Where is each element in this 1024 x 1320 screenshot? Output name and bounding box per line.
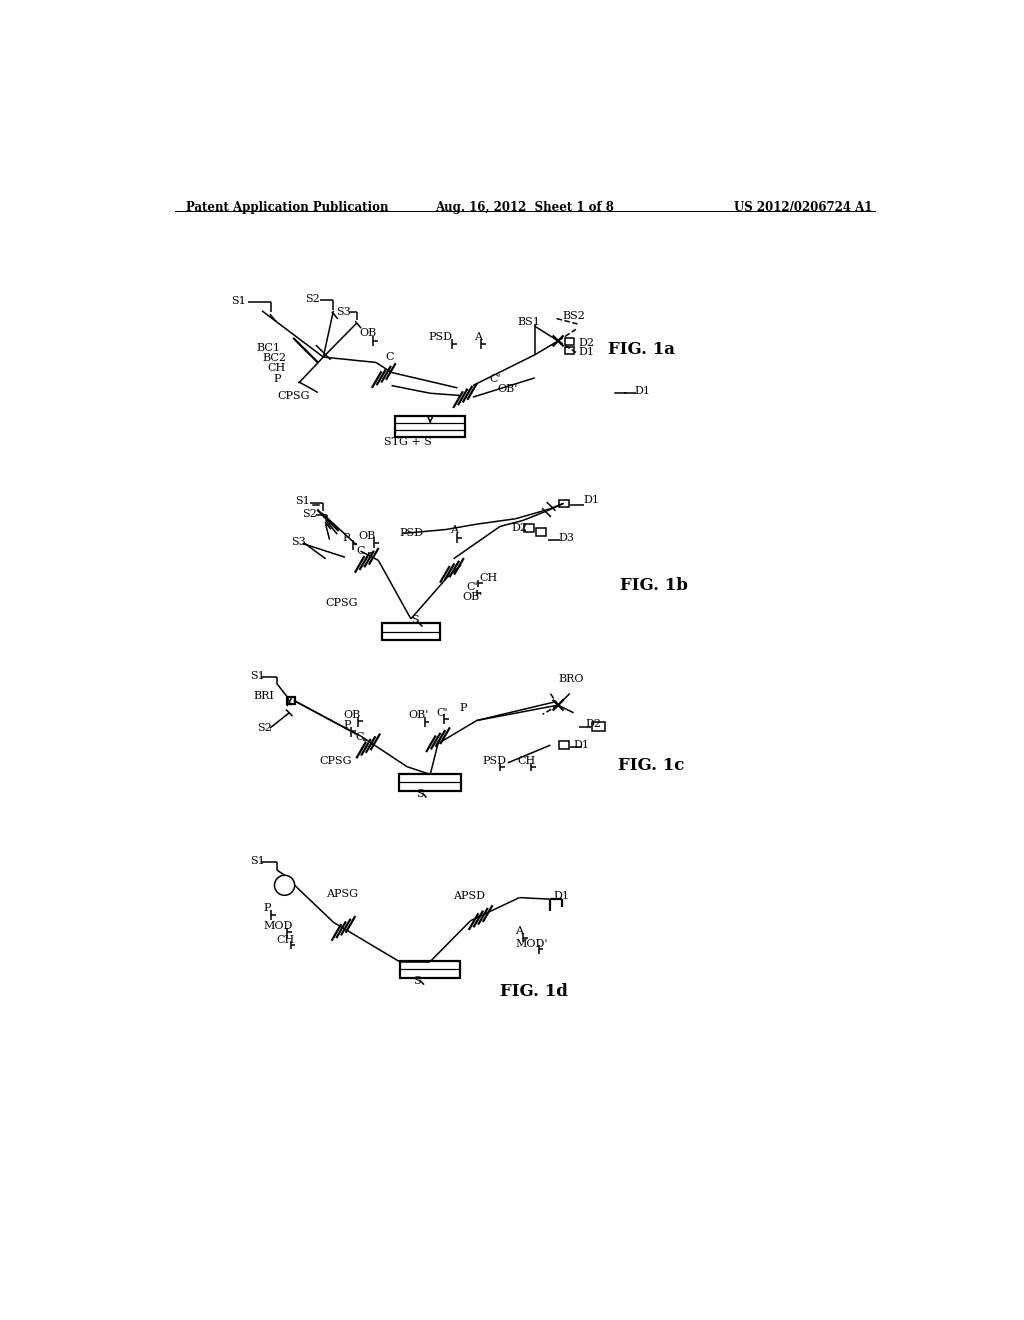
Text: FIG. 1a: FIG. 1a xyxy=(608,341,676,358)
Text: US 2012/0206724 A1: US 2012/0206724 A1 xyxy=(733,201,872,214)
Text: S2: S2 xyxy=(302,510,317,519)
Text: MOD: MOD xyxy=(263,921,293,931)
Text: Aug. 16, 2012  Sheet 1 of 8: Aug. 16, 2012 Sheet 1 of 8 xyxy=(435,201,614,214)
Text: OB: OB xyxy=(358,531,376,541)
Text: A: A xyxy=(474,333,482,342)
Text: BS1: BS1 xyxy=(518,317,541,326)
Text: P: P xyxy=(263,903,271,913)
Text: APSG: APSG xyxy=(326,888,357,899)
Text: S1: S1 xyxy=(295,496,309,506)
Bar xyxy=(565,338,574,345)
Bar xyxy=(559,742,569,748)
Text: P: P xyxy=(343,533,350,543)
Text: FIG. 1b: FIG. 1b xyxy=(621,577,688,594)
Text: D1: D1 xyxy=(554,891,569,902)
Text: S3: S3 xyxy=(291,537,305,546)
Text: S: S xyxy=(411,615,419,626)
Text: C: C xyxy=(356,546,366,556)
Text: CPSG: CPSG xyxy=(319,755,352,766)
Text: PSD: PSD xyxy=(429,333,453,342)
Text: PSD: PSD xyxy=(399,528,423,539)
Text: D2: D2 xyxy=(512,523,527,533)
Bar xyxy=(287,697,295,705)
Bar xyxy=(395,416,465,437)
Text: FIG. 1d: FIG. 1d xyxy=(500,983,568,1001)
Text: D1: D1 xyxy=(584,495,600,504)
Text: D1: D1 xyxy=(573,741,590,750)
Text: BC1: BC1 xyxy=(257,343,281,352)
Text: OB: OB xyxy=(343,710,360,721)
Bar xyxy=(536,528,546,536)
Text: CH: CH xyxy=(517,755,536,766)
Text: S1: S1 xyxy=(251,671,265,681)
Text: P: P xyxy=(460,704,467,713)
Text: APSD: APSD xyxy=(454,891,485,902)
Text: BRO: BRO xyxy=(558,675,584,684)
Text: BS2: BS2 xyxy=(562,312,585,321)
Text: C': C' xyxy=(489,375,501,384)
Text: S: S xyxy=(414,975,421,986)
Text: C: C xyxy=(385,352,394,362)
Bar xyxy=(592,722,604,731)
Text: S2: S2 xyxy=(257,723,272,733)
Bar xyxy=(382,623,440,640)
Text: STG + S: STG + S xyxy=(384,437,432,446)
Text: OB': OB' xyxy=(409,710,429,721)
Text: C': C' xyxy=(436,708,449,718)
Text: Patent Application Publication: Patent Application Publication xyxy=(186,201,389,214)
Bar xyxy=(565,347,574,354)
Bar xyxy=(558,499,568,507)
Text: D2: D2 xyxy=(586,719,601,730)
Text: D2: D2 xyxy=(579,338,594,348)
Text: S1: S1 xyxy=(251,855,265,866)
Text: CPSG: CPSG xyxy=(278,391,310,400)
Text: MOD': MOD' xyxy=(515,939,548,949)
Text: BRI: BRI xyxy=(254,690,274,701)
Bar xyxy=(399,774,461,791)
Text: S: S xyxy=(417,788,424,799)
Text: PSD: PSD xyxy=(482,755,506,766)
Text: OB': OB' xyxy=(497,384,517,393)
Text: CPSG: CPSG xyxy=(326,598,358,607)
Bar xyxy=(400,961,461,978)
Text: A: A xyxy=(450,525,458,536)
Text: C': C' xyxy=(467,582,478,593)
Text: CH: CH xyxy=(267,363,286,372)
Text: D1: D1 xyxy=(579,347,594,358)
Bar xyxy=(523,524,534,532)
Text: A: A xyxy=(515,927,523,936)
Text: OB': OB' xyxy=(463,593,483,602)
Text: CH: CH xyxy=(479,573,498,583)
Text: D1: D1 xyxy=(634,385,650,396)
Text: S2: S2 xyxy=(305,294,319,305)
Text: FIG. 1c: FIG. 1c xyxy=(617,756,684,774)
Text: D3: D3 xyxy=(559,533,574,543)
Text: S1: S1 xyxy=(231,296,246,306)
Text: CH: CH xyxy=(276,935,295,945)
Text: S3: S3 xyxy=(336,308,350,317)
Text: P: P xyxy=(273,375,282,384)
Text: OB: OB xyxy=(359,329,376,338)
Text: C: C xyxy=(355,733,364,742)
Text: BC2: BC2 xyxy=(262,352,286,363)
Text: P: P xyxy=(343,721,351,730)
